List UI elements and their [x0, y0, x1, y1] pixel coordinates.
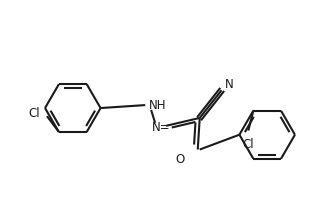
- Text: N: N: [224, 78, 233, 91]
- Text: O: O: [175, 153, 184, 166]
- Text: NH: NH: [149, 99, 167, 112]
- Text: Cl: Cl: [243, 138, 254, 151]
- Text: N=: N=: [152, 121, 171, 134]
- Text: Cl: Cl: [28, 107, 40, 120]
